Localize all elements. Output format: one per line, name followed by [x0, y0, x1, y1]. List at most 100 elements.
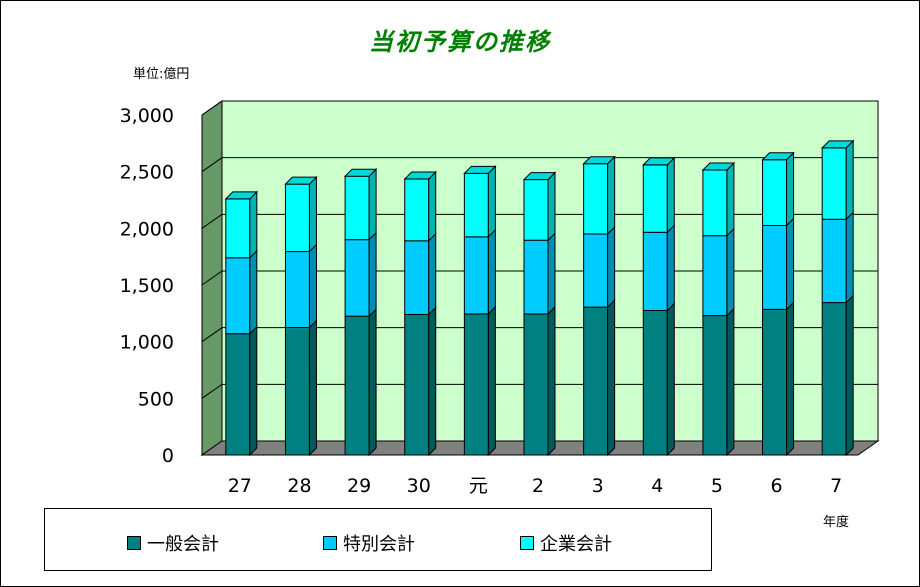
bar-segment-1-front — [225, 257, 251, 335]
bar-segment-1-front — [583, 233, 609, 308]
x-tick-label: 4 — [651, 475, 663, 497]
x-axis-unit-label: 年度 — [823, 515, 850, 530]
x-tick-label: 28 — [287, 475, 311, 497]
bar-top — [284, 176, 318, 185]
bar-top — [761, 152, 795, 161]
chart-title: 当初予算の推移 — [369, 28, 551, 56]
bar-top — [642, 157, 676, 166]
bar-segment-1-side — [607, 225, 616, 309]
bar-segment-1-side — [249, 249, 258, 335]
x-tick-label: 30 — [407, 475, 431, 497]
bar-segment-2-side — [368, 167, 377, 241]
bar-segment-2-side — [308, 175, 317, 253]
bar-top — [701, 162, 736, 171]
legend-swatch-enterprise — [520, 536, 534, 550]
y-tick-label: 1,000 — [120, 332, 174, 354]
bar-segment-2-front — [523, 179, 549, 241]
bar-segment-1-side — [845, 211, 854, 304]
bar-segment-0-front — [702, 315, 728, 456]
bar-segment-1-side — [666, 224, 675, 312]
x-tick-label: 7 — [830, 475, 842, 497]
bar-segment-2-front — [404, 178, 430, 242]
bar-segment-2-side — [786, 151, 795, 227]
legend: 一般会計 特別会計 企業会計 — [44, 508, 712, 571]
bar-segment-1-side — [547, 232, 556, 316]
x-tick-label: 6 — [770, 475, 782, 497]
bar-segment-2-side — [666, 156, 675, 234]
bar-segment-0-side — [487, 305, 496, 457]
legend-swatch-general — [127, 536, 141, 550]
bar-segment-0-front — [762, 308, 788, 456]
bar-segment-2-side — [428, 170, 437, 243]
bar-top — [582, 156, 616, 165]
y-tick-label: 1,500 — [120, 275, 174, 297]
bar-segment-2-front — [702, 169, 728, 237]
bar-segment-2-front — [225, 198, 251, 259]
x-tick-label: 29 — [347, 475, 371, 497]
bar-segment-2-side — [487, 165, 496, 239]
legend-swatch-special — [323, 536, 337, 550]
legend-item-general: 一般会計 — [127, 530, 219, 556]
bar-segment-1-side — [786, 217, 795, 311]
bar-segment-1-side — [368, 231, 377, 318]
x-tick-label: 元 — [469, 475, 488, 497]
bar-segment-0-front — [642, 310, 668, 456]
bar-top — [522, 172, 557, 181]
y-tick-label: 2,500 — [120, 162, 174, 184]
y-tick-label: 0 — [162, 445, 174, 467]
bar-segment-0-side — [845, 294, 854, 457]
bar-segment-0-front — [523, 313, 549, 456]
bar-segment-0-side — [786, 301, 795, 457]
bar-segment-1-side — [726, 227, 735, 317]
bar-segment-0-front — [284, 327, 310, 456]
bar-top — [403, 171, 437, 180]
bar-segment-2-front — [463, 172, 489, 238]
bar-segment-1-front — [284, 251, 310, 328]
x-tick-label: 3 — [592, 475, 604, 497]
bar-segment-2-front — [762, 159, 788, 226]
bar-top — [820, 140, 855, 149]
unit-label: 単位:億円 — [133, 67, 190, 82]
bar-segment-2-side — [845, 139, 854, 221]
bar-segment-0-side — [428, 306, 437, 457]
bar-segment-0-front — [404, 313, 430, 456]
bar-segment-1-side — [487, 228, 496, 316]
bar-segment-1-front — [463, 236, 489, 315]
bar-segment-0-side — [607, 298, 616, 457]
bar-segment-1-side — [428, 232, 437, 316]
bar-segment-0-front — [225, 333, 251, 456]
bar-segment-1-front — [702, 235, 728, 317]
bar-segment-2-side — [607, 155, 616, 236]
legend-item-special: 特別会計 — [323, 530, 415, 556]
bar-segment-0-front — [463, 313, 489, 456]
bar-segment-2-side — [726, 161, 735, 237]
y-tick-label: 500 — [138, 388, 174, 410]
x-tick-label: 2 — [532, 475, 544, 497]
bar-segment-1-front — [523, 239, 549, 315]
bar-segment-0-side — [368, 307, 377, 457]
bar-segment-0-side — [547, 305, 556, 457]
legend-label-special: 特別会計 — [343, 534, 415, 555]
bar-segment-2-side — [547, 171, 556, 242]
bar-top — [343, 168, 378, 177]
bar-segment-1-front — [762, 225, 788, 310]
bar-segment-1-front — [821, 218, 847, 304]
bar-segment-0-front — [583, 306, 609, 456]
bar-segment-2-front — [642, 164, 668, 233]
bar-segment-2-front — [344, 175, 370, 241]
y-tick-label: 3,000 — [120, 105, 174, 127]
bar-segment-1-front — [344, 239, 370, 317]
bar-segment-0-side — [249, 325, 258, 457]
bar-segment-2-front — [821, 147, 847, 220]
bar-segment-0-side — [666, 302, 675, 457]
bar-segment-0-front — [344, 315, 370, 456]
bar-segment-0-side — [308, 319, 317, 457]
bar-segment-1-front — [642, 231, 668, 311]
bar-segment-0-front — [821, 302, 847, 456]
legend-label-general: 一般会計 — [147, 534, 219, 555]
bar-segment-2-front — [284, 183, 310, 253]
y-tick-label: 2,000 — [120, 218, 174, 240]
bar-segment-1-side — [308, 243, 317, 329]
bar-segment-2-front — [583, 163, 609, 235]
